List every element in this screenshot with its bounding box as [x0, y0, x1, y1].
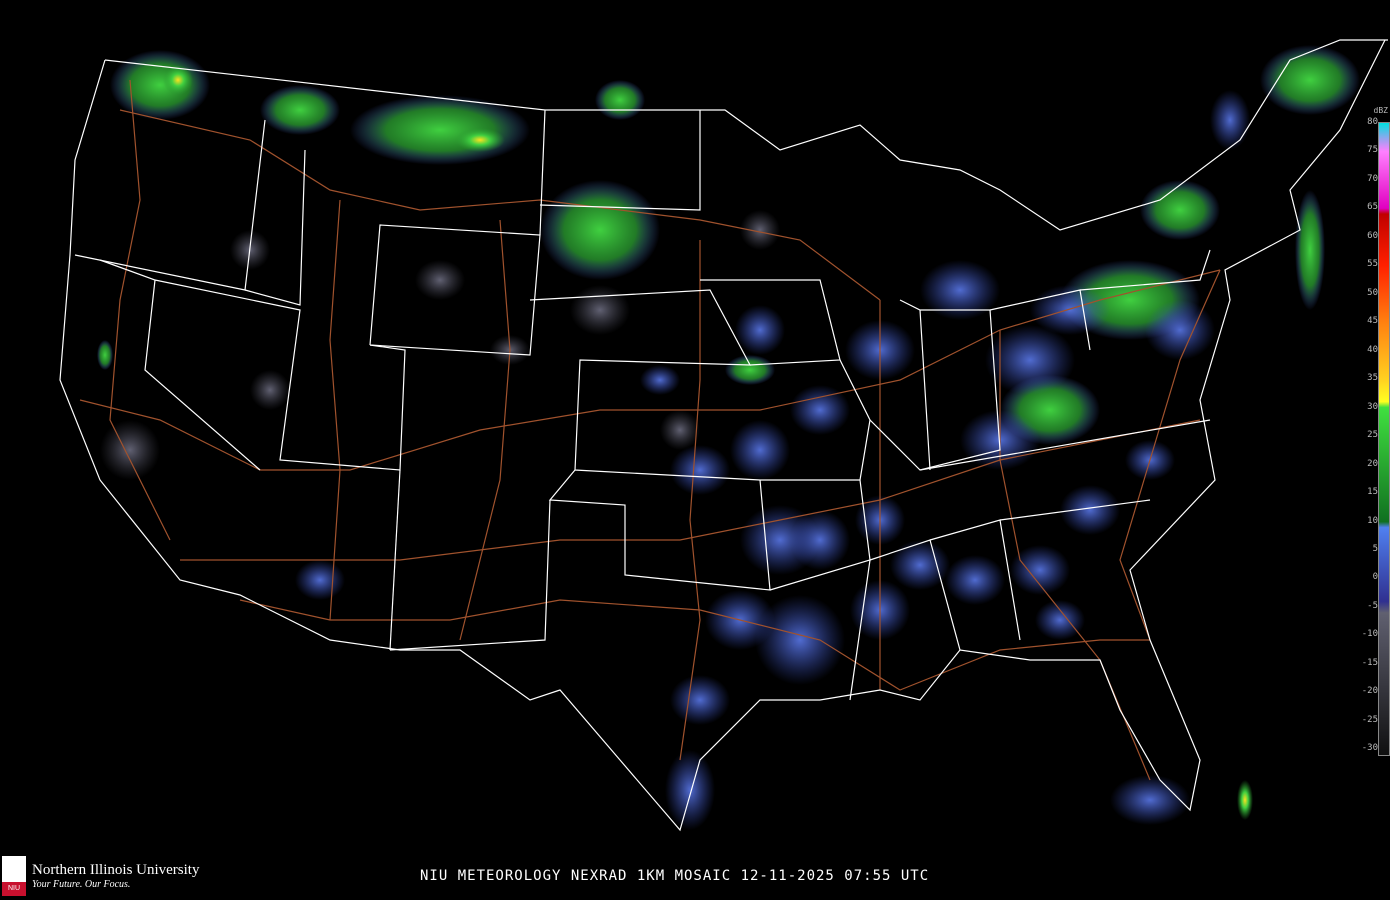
legend-label: 55	[1367, 259, 1378, 270]
radar-echo	[790, 510, 850, 570]
legend-label: -25	[1361, 714, 1378, 725]
radar-echo	[735, 305, 785, 355]
legend-label: 65	[1367, 202, 1378, 213]
radar-echo	[920, 260, 1000, 320]
logo-tagline: Your Future. Our Focus.	[32, 879, 131, 890]
legend-unit: dBZ	[1373, 106, 1388, 115]
radar-echo	[1140, 180, 1220, 240]
radar-echo	[985, 325, 1075, 395]
radar-echo	[640, 365, 680, 395]
legend-label: 35	[1367, 373, 1378, 384]
radar-echo	[1145, 300, 1215, 360]
radar-echo	[670, 675, 730, 725]
radar-echo	[1010, 545, 1070, 595]
state-borders	[59, 39, 1388, 832]
legend-label: 0	[1372, 572, 1378, 583]
legend-label: 30	[1367, 401, 1378, 412]
radar-echo	[725, 355, 775, 385]
radar-echo	[945, 555, 1005, 605]
legend-label: -5	[1367, 600, 1378, 611]
radar-echo	[1035, 600, 1085, 640]
legend-label: -15	[1361, 657, 1378, 668]
legend-label: 60	[1367, 230, 1378, 241]
radar-echo	[1110, 775, 1190, 825]
niu-crest-icon: NIU	[2, 856, 26, 896]
radar-echo	[97, 340, 113, 370]
legend-label: 5	[1372, 544, 1378, 555]
legend-label: 75	[1367, 145, 1378, 156]
radar-echo	[660, 410, 700, 450]
radar-echo	[110, 50, 210, 120]
legend-label: -20	[1361, 686, 1378, 697]
radar-echo	[540, 180, 660, 280]
radar-echo	[740, 210, 780, 250]
radar-echo	[455, 128, 505, 152]
legend-label: 45	[1367, 316, 1378, 327]
legend-label: -10	[1361, 629, 1378, 640]
radar-echo	[665, 750, 715, 830]
legend-label: -30	[1361, 743, 1378, 754]
radar-echo	[250, 370, 290, 410]
legend-label: 20	[1367, 458, 1378, 469]
radar-echo	[1295, 190, 1325, 310]
radar-echo	[1060, 485, 1120, 535]
legend-label: 50	[1367, 287, 1378, 298]
radar-echo	[730, 420, 790, 480]
radar-echo	[163, 65, 193, 95]
logo-name: Northern Illinois University	[32, 862, 200, 878]
radar-echo	[100, 420, 160, 480]
niu-logo: NIU Northern Illinois University Your Fu…	[2, 856, 199, 896]
legend-label: 15	[1367, 487, 1378, 498]
legend-label: 40	[1367, 344, 1378, 355]
highways	[79, 79, 1221, 781]
radar-echo	[890, 540, 950, 590]
legend-color-bar	[1378, 122, 1390, 756]
radar-echo	[670, 445, 730, 495]
legend-label: 25	[1367, 430, 1378, 441]
legend-label: 80	[1367, 117, 1378, 127]
radar-echo	[755, 595, 845, 685]
radar-echo	[295, 560, 345, 600]
legend-label: 70	[1367, 173, 1378, 184]
dbz-legend: dBZ 80 75 70 65 60 55 50 45 40 35 30 25 20 15 10 5 0 -5 -1…	[1352, 106, 1390, 756]
map-title: NIU METEOROLOGY NEXRAD 1KM MOSAIC 12-11-…	[420, 868, 930, 884]
radar-echo	[570, 285, 630, 335]
radar-echo	[790, 385, 850, 435]
radar-echo	[1030, 285, 1110, 335]
radar-echo	[415, 260, 465, 300]
radar-echo	[1260, 45, 1360, 115]
radar-echo	[1237, 780, 1253, 820]
radar-echo	[1210, 90, 1250, 150]
radar-echo	[595, 80, 645, 120]
legend-label: 10	[1367, 515, 1378, 526]
radar-echo	[260, 85, 340, 135]
